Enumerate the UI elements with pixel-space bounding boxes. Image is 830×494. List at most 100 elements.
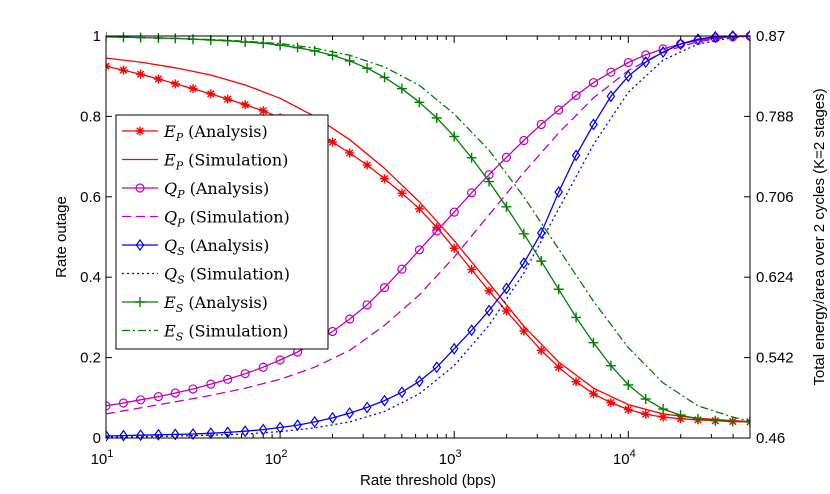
- series-line: [106, 35, 750, 415]
- data-point: [345, 148, 355, 158]
- data-point: [396, 83, 407, 94]
- data-point: [449, 131, 460, 142]
- y2-axis-label: Total energy/area over 2 cycles (K=2 sta…: [811, 88, 828, 385]
- data-point: [554, 362, 564, 372]
- data-point: [432, 361, 442, 374]
- data-point: [571, 149, 581, 162]
- data-point: [328, 411, 337, 424]
- x-tick-label: 101: [91, 448, 114, 468]
- data-point: [240, 37, 251, 48]
- data-point: [623, 404, 633, 414]
- data-point: [449, 207, 459, 217]
- data-point: [188, 384, 198, 394]
- y-axis-label: Rate outage: [53, 196, 70, 278]
- y-tick-label: 0.8: [80, 108, 101, 125]
- data-point: [641, 409, 651, 419]
- y2-tick-label: 0.46: [756, 430, 785, 447]
- data-point: [119, 429, 128, 442]
- data-point: [467, 188, 477, 198]
- legend-item: QS (Simulation): [122, 265, 290, 287]
- data-point: [588, 337, 599, 348]
- data-point: [380, 394, 389, 407]
- data-point: [136, 429, 145, 442]
- legend-label: ES (Simulation): [163, 322, 289, 344]
- data-point: [188, 84, 198, 94]
- legend-item: QP (Simulation): [122, 208, 290, 230]
- x-axis-label: Rate threshold (bps): [360, 472, 496, 489]
- data-point: [188, 427, 198, 441]
- data-point: [362, 63, 373, 74]
- y-tick-label: 0.4: [80, 269, 101, 286]
- legend-marker: [135, 238, 145, 252]
- data-point: [711, 30, 720, 43]
- data-point: [170, 79, 180, 89]
- data-point: [106, 429, 111, 443]
- data-point: [397, 386, 407, 399]
- legend-box: [115, 114, 329, 350]
- legend-label: QP (Analysis): [164, 179, 269, 201]
- data-point: [206, 379, 216, 389]
- data-point: [553, 284, 564, 295]
- data-point: [362, 300, 372, 310]
- data-point: [536, 119, 546, 130]
- data-point: [589, 118, 598, 131]
- y-tick-label: 0.6: [80, 189, 101, 206]
- data-point: [641, 56, 651, 69]
- data-point: [135, 395, 146, 405]
- data-point: [640, 394, 651, 405]
- data-point: [606, 90, 616, 103]
- data-point: [223, 94, 233, 104]
- data-point: [484, 304, 494, 317]
- data-point: [588, 78, 599, 88]
- data-point: [449, 342, 459, 355]
- data-point: [519, 257, 529, 270]
- data-point: [467, 324, 476, 337]
- legend-item: QS (Analysis): [122, 236, 269, 258]
- data-point: [571, 90, 581, 101]
- data-point: [606, 398, 616, 408]
- data-point: [623, 70, 633, 83]
- series-3: [106, 35, 750, 415]
- data-point: [379, 72, 390, 83]
- series-line: [106, 36, 750, 422]
- data-point: [379, 283, 390, 293]
- data-point: [345, 314, 355, 324]
- data-point: [415, 375, 424, 388]
- data-point: [658, 412, 668, 422]
- data-point: [484, 176, 495, 187]
- data-point: [728, 30, 738, 43]
- data-point: [518, 228, 529, 239]
- y2-tick-label: 0.542: [756, 350, 794, 367]
- data-point: [536, 256, 547, 267]
- series-7: [106, 36, 750, 422]
- data-point: [675, 410, 686, 421]
- legend-marker: [135, 183, 145, 193]
- x-tick-label: 102: [265, 448, 288, 468]
- data-point: [309, 45, 320, 56]
- legend-item: EP (Simulation): [122, 151, 288, 173]
- legend-marker: [135, 297, 145, 307]
- data-point: [327, 326, 338, 337]
- legend-item: QP (Analysis): [122, 179, 269, 201]
- data-point: [106, 401, 111, 411]
- series-5: [106, 35, 750, 438]
- data-point: [571, 377, 581, 387]
- legend: EP (Analysis) EP (Simulation) QP (Analysis…: [115, 114, 329, 350]
- series-4: [106, 30, 750, 443]
- data-point: [345, 407, 355, 420]
- legend-label: EP (Simulation): [163, 151, 288, 173]
- data-point: [554, 185, 564, 199]
- y2-tick-label: 0.87: [756, 28, 785, 45]
- data-point: [519, 135, 529, 146]
- legend-item: EP (Analysis): [122, 122, 268, 144]
- y2-tick-label: 0.624: [756, 269, 794, 286]
- data-point: [431, 113, 442, 124]
- data-point: [745, 416, 750, 427]
- data-point: [502, 282, 511, 295]
- plot-series: [106, 30, 750, 443]
- data-point: [605, 360, 616, 371]
- data-point: [658, 44, 668, 54]
- data-point: [536, 345, 546, 355]
- legend-item: ES (Analysis): [122, 293, 268, 315]
